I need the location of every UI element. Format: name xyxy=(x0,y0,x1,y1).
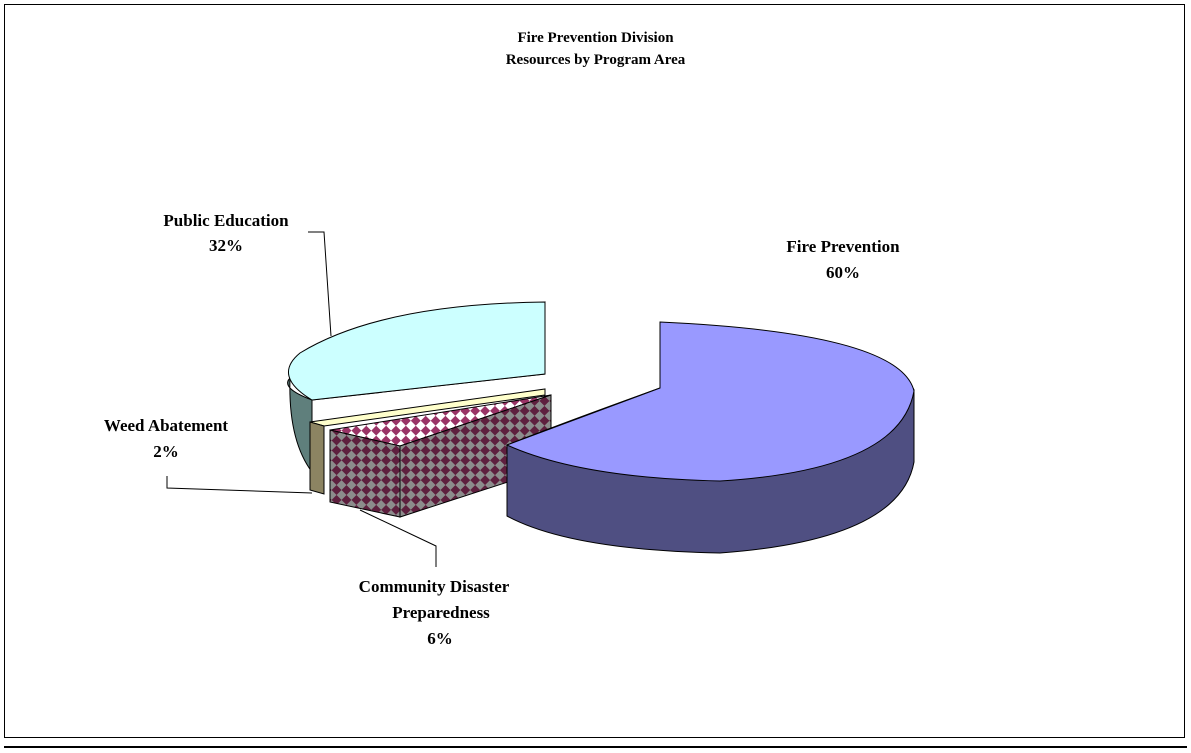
slice-weed-abatement xyxy=(309,388,546,495)
chart-subtitle: Resources by Program Area xyxy=(505,52,686,68)
slice-weed-abatement-side xyxy=(309,421,325,495)
chart-title: Fire Prevention Division xyxy=(517,30,674,46)
chart-frame xyxy=(4,4,1185,738)
label-public-education-pct: 32% xyxy=(209,236,243,255)
bottom-rule xyxy=(4,746,1187,748)
label-community-disaster-pct: 6% xyxy=(427,629,453,648)
label-community-disaster-line2: Preparedness xyxy=(392,603,490,622)
label-weed-abatement-pct: 2% xyxy=(153,442,179,461)
leader-line-weed-abatement xyxy=(166,476,313,494)
label-public-education: Public Education xyxy=(163,211,289,230)
label-fire-prevention-pct: 60% xyxy=(826,263,860,282)
slice-public-education-top xyxy=(288,301,546,401)
slice-public-education xyxy=(287,301,546,474)
slice-fire-prevention-top xyxy=(505,321,915,482)
label-weed-abatement: Weed Abatement xyxy=(104,416,229,435)
leader-line-public-education xyxy=(308,231,332,337)
label-fire-prevention: Fire Prevention xyxy=(786,237,900,256)
slice-fire-prevention xyxy=(505,321,915,554)
leader-line-community-disaster xyxy=(359,509,437,567)
label-community-disaster-line1: Community Disaster xyxy=(359,577,510,596)
